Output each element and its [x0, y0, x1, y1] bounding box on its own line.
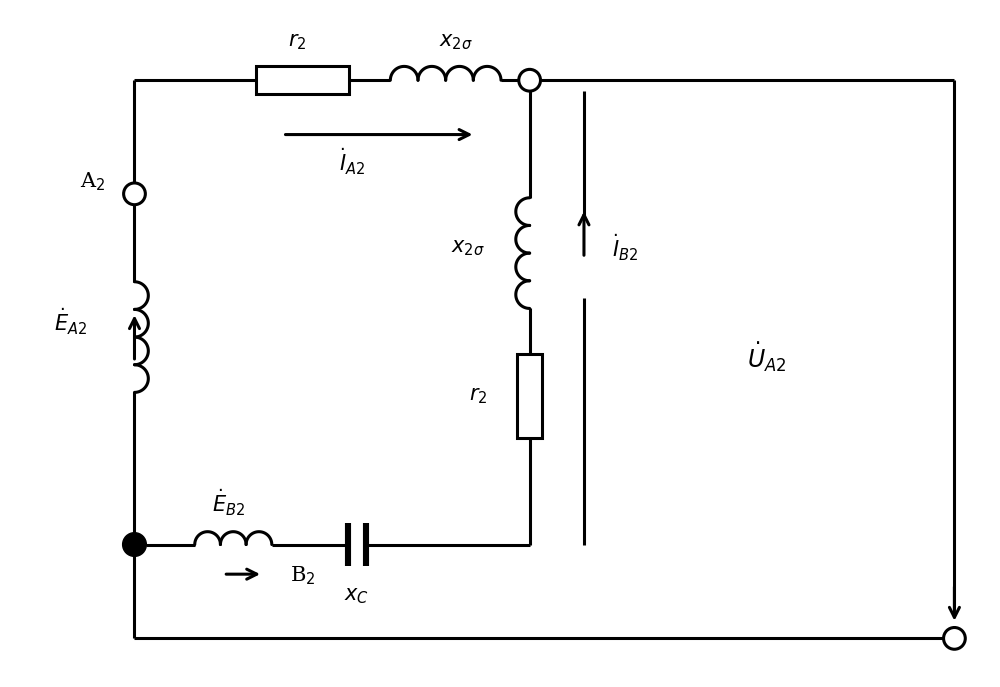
Text: $\dot{I}_{A2}$: $\dot{I}_{A2}$: [339, 147, 365, 177]
Circle shape: [944, 627, 965, 649]
Text: $r_2$: $r_2$: [288, 33, 307, 52]
Text: $\dot{I}_{B2}$: $\dot{I}_{B2}$: [612, 233, 639, 263]
Text: $r_2$: $r_2$: [469, 387, 487, 406]
Text: $\dot{U}_{A2}$: $\dot{U}_{A2}$: [747, 340, 787, 374]
Circle shape: [519, 69, 541, 91]
Bar: [256, 67, 349, 94]
Circle shape: [124, 183, 145, 205]
Text: $\mathregular{A}_2$: $\mathregular{A}_2$: [80, 170, 106, 193]
Bar: [517, 354, 542, 438]
Text: $x_{2\sigma}$: $x_{2\sigma}$: [439, 33, 472, 52]
Circle shape: [123, 532, 146, 556]
Text: $\dot{E}_{B2}$: $\dot{E}_{B2}$: [212, 488, 245, 518]
Text: $\dot{E}_{A2}$: $\dot{E}_{A2}$: [54, 307, 87, 337]
Text: $x_C$: $x_C$: [344, 586, 369, 606]
Text: $\mathregular{B}_2$: $\mathregular{B}_2$: [290, 565, 315, 587]
Text: $x_{2\sigma}$: $x_{2\sigma}$: [451, 238, 485, 258]
